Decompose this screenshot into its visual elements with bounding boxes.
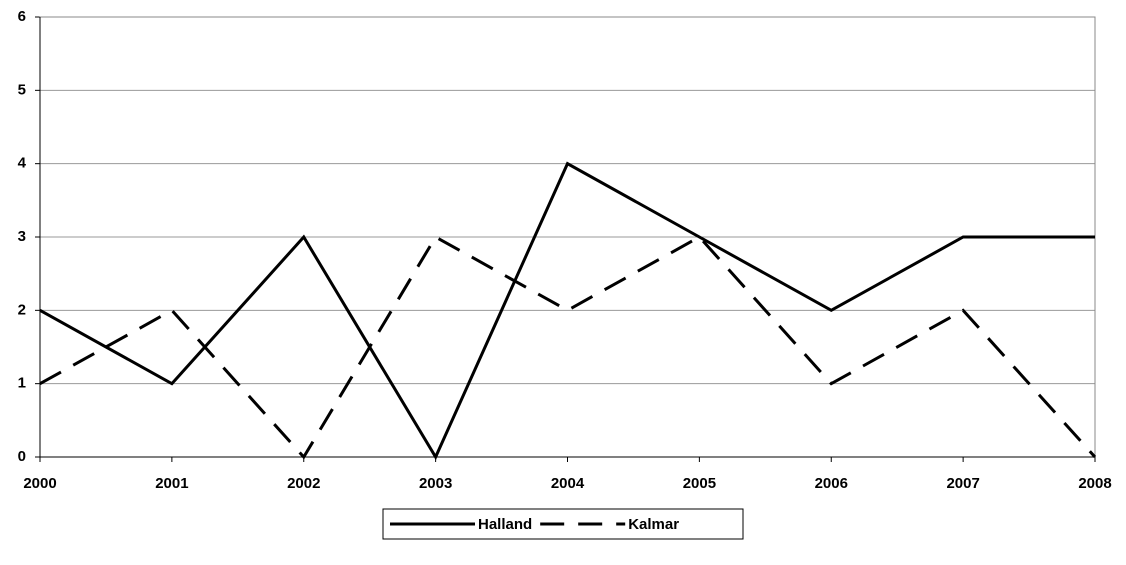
x-tick-label: 2003 <box>419 475 452 492</box>
x-tick-label: 2006 <box>815 475 848 492</box>
y-tick-label: 5 <box>18 81 26 98</box>
x-tick-label: 2007 <box>946 475 979 492</box>
x-tick-label: 2000 <box>23 475 56 492</box>
series-line <box>39 161 1095 461</box>
x-tick-label: 2005 <box>683 475 716 492</box>
y-tick-label: 4 <box>18 155 27 172</box>
x-tick-label: 2008 <box>1078 475 1111 492</box>
legend-label: Halland <box>478 516 532 533</box>
y-tick-label: 3 <box>18 228 26 245</box>
x-tick-label: 2002 <box>287 475 320 492</box>
legend-label: Kalmar <box>628 516 679 533</box>
y-tick-label: 6 <box>18 8 26 25</box>
y-tick-label: 1 <box>18 375 26 392</box>
y-tick-label: 0 <box>18 448 26 465</box>
y-tick-label: 2 <box>18 301 26 318</box>
series-line <box>39 234 1097 460</box>
x-tick-label: 2001 <box>155 475 188 492</box>
x-tick-label: 2004 <box>551 475 585 492</box>
